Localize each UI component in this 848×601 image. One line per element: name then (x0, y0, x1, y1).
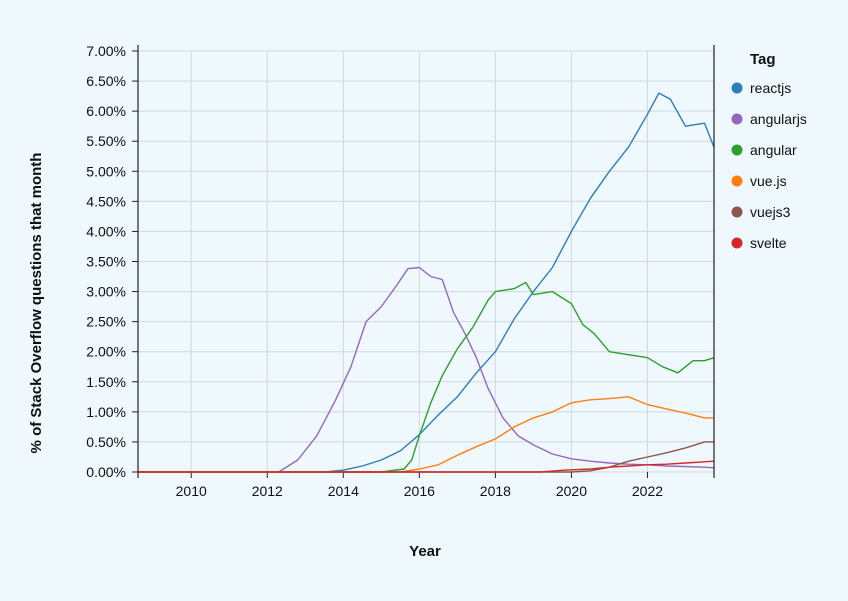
y-tick-label: 0.00% (86, 464, 126, 480)
series-line-svelte (138, 460, 715, 473)
legend-swatch-vuejs3 (731, 206, 743, 218)
x-axis-title: Year (409, 543, 441, 560)
y-tick-label: 6.00% (86, 103, 126, 119)
y-tick-label: 1.50% (86, 374, 126, 390)
y-tick-label: 7.00% (86, 43, 126, 59)
y-tick-label: 1.00% (86, 404, 126, 420)
y-tick-label: 5.00% (86, 163, 126, 179)
series-line-vuejs3 (138, 441, 714, 473)
x-tick-label: 2022 (632, 483, 663, 499)
x-tick-label: 2012 (252, 483, 283, 499)
legend-label-svelte: svelte (750, 235, 787, 251)
y-tick-label: 0.50% (86, 434, 126, 450)
x-tick-label: 2020 (556, 483, 587, 499)
legend-swatch-reactjs (731, 82, 743, 94)
series-lines (138, 92, 715, 473)
y-tick-label: 3.00% (86, 284, 126, 300)
legend-swatch-svelte (731, 237, 743, 249)
y-tick-label: 4.50% (86, 193, 126, 209)
y-tick-label: 2.00% (86, 344, 126, 360)
series-line-angular (138, 281, 715, 473)
y-tick-label: 4.00% (86, 223, 126, 239)
legend-label-angular: angular (750, 142, 797, 158)
series-line-vue-js (138, 396, 714, 473)
gridlines (138, 50, 714, 473)
legend-title: Tag (750, 51, 776, 68)
y-tick-label: 6.50% (86, 73, 126, 89)
legend-label-vuejs3: vuejs3 (750, 204, 791, 220)
series-line-angularjs (138, 266, 715, 473)
axes-frame (137, 45, 715, 478)
x-tick-label: 2018 (480, 483, 511, 499)
x-tick-label: 2014 (328, 483, 359, 499)
y-tick-label: 5.50% (86, 133, 126, 149)
legend: Tag reactjs angularjs angular vue.js vuejs3 s… (731, 51, 807, 251)
y-tick-label: 3.50% (86, 254, 126, 270)
axis-ticks: 0.00% 0.50% 1.00% 1.50% 2.00% 2.50% 3.00% 3.50%… (86, 43, 663, 499)
legend-label-angularjs: angularjs (750, 111, 807, 127)
x-tick-label: 2016 (404, 483, 435, 499)
legend-label-vue-js: vue.js (750, 173, 787, 189)
legend-swatch-angularjs (731, 113, 743, 125)
y-tick-label: 2.50% (86, 314, 126, 330)
legend-swatch-vue-js (731, 175, 743, 187)
legend-swatch-angular (731, 144, 743, 156)
y-axis-title: % of Stack Overflow questions that month (28, 153, 45, 454)
legend-label-reactjs: reactjs (750, 80, 791, 96)
series-line-reactjs (138, 92, 715, 473)
x-tick-label: 2010 (176, 483, 207, 499)
